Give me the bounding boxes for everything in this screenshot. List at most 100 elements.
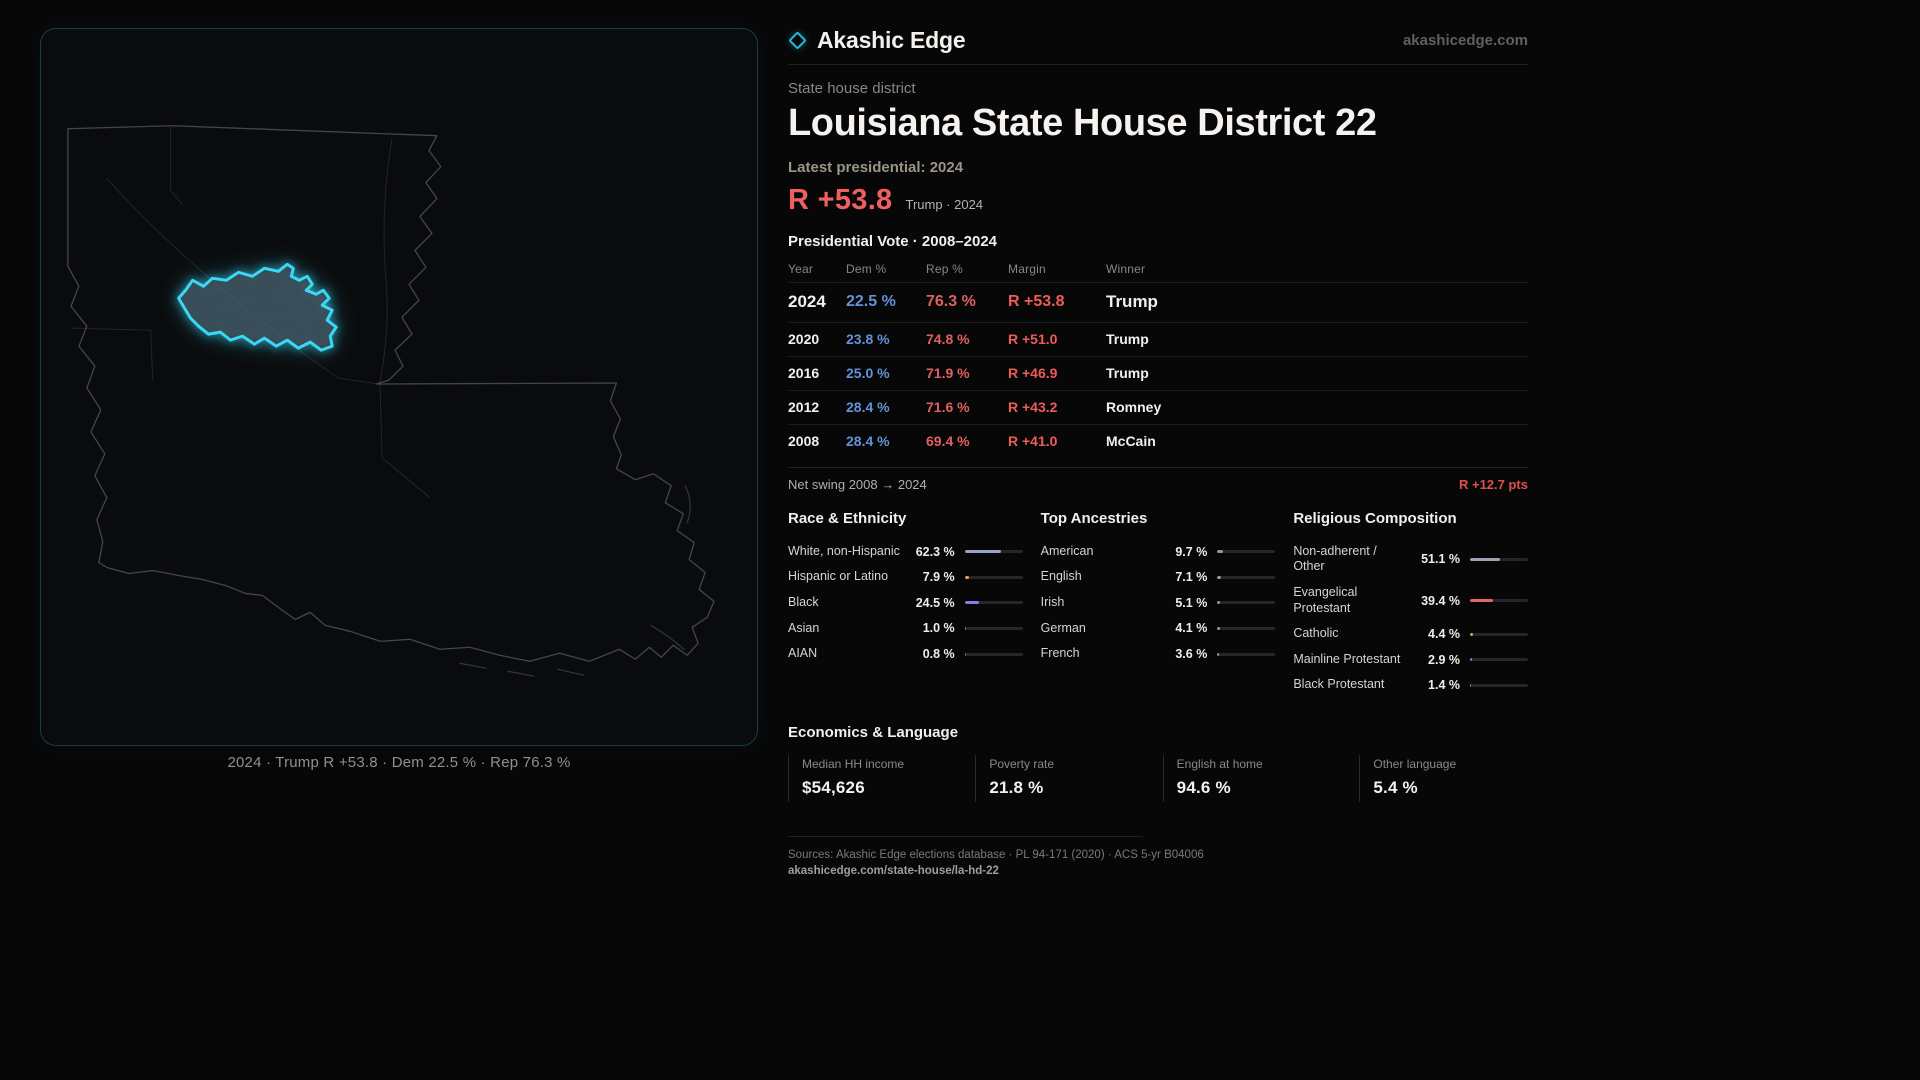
latest-presidential-label: Latest presidential: 2024 [788, 158, 964, 176]
col-rep: Rep % [926, 261, 964, 276]
cell-winner: Trump [1106, 365, 1149, 382]
demo-bar-fill [1217, 652, 1220, 656]
stat-other-language: Other language 5.4 % [1359, 755, 1528, 803]
headline-margin: R +53.8 [788, 183, 893, 216]
demo-bar-fill [1470, 632, 1473, 636]
demo-value: 5.1 % [1175, 595, 1208, 610]
demo-label: Evangelical Protestant [1293, 584, 1358, 615]
stat-label: Poverty rate [989, 757, 1055, 772]
demo-row: Mainline Protestant 2.9 % [1293, 647, 1528, 673]
demo-value: 24.5 % [915, 595, 955, 610]
cell-dem: 23.8 % [846, 331, 890, 348]
demo-label: Black Protestant [1293, 677, 1385, 692]
demo-label: American [1040, 543, 1094, 558]
demo-label: German [1040, 620, 1086, 635]
sources-line: Sources: Akashic Edge elections database… [788, 849, 1204, 862]
demo-bar [964, 575, 1023, 579]
ouachita-line [379, 138, 393, 383]
demo-bar [1217, 601, 1276, 605]
demo-label: French [1040, 646, 1080, 661]
barrier-islands [459, 662, 585, 677]
cell-winner: Trump [1106, 331, 1149, 348]
col-margin: Margin [1008, 261, 1046, 276]
demo-row: AIAN 0.8 % [788, 641, 1023, 667]
cell-dem: 28.4 % [846, 399, 890, 416]
delta-channel [650, 624, 685, 650]
cell-year: 2012 [788, 399, 820, 416]
demo-value: 62.3 % [915, 544, 955, 559]
col-dem: Dem % [846, 261, 887, 276]
demo-label: White, non-Hispanic [788, 543, 900, 558]
demo-value: 7.9 % [922, 570, 955, 585]
diamond-logo-icon [788, 30, 807, 50]
demographics: Race & Ethnicity White, non-Hispanic 62.… [788, 510, 1528, 698]
demo-row: Black 24.5 % [788, 590, 1023, 616]
cell-margin: R +51.0 [1008, 331, 1058, 348]
demo-section-race: Race & Ethnicity White, non-Hispanic 62.… [788, 510, 1023, 698]
demo-row: French 3.6 % [1041, 641, 1276, 667]
parish-line-3 [379, 383, 431, 499]
demo-row: Catholic 4.4 % [1293, 621, 1528, 647]
demo-bar-fill [1217, 601, 1221, 605]
demo-bar [964, 626, 1023, 630]
demo-bar [1470, 599, 1528, 603]
headline-margin-block: R +53.8 Trump · 2024 [788, 184, 1528, 217]
demo-bar-fill [964, 626, 966, 630]
table-row: 2008 28.4 % 69.4 % R +41.0 McCain [788, 423, 1528, 458]
demo-section-religion: Religious Composition Non-adherent / Oth… [1293, 510, 1528, 698]
demo-bar [1217, 652, 1276, 656]
demo-bar [1470, 658, 1528, 662]
cell-winner: Trump [1106, 292, 1158, 312]
demo-label: Irish [1040, 594, 1065, 609]
cell-dem: 25.0 % [846, 365, 890, 382]
district-category: State house district [788, 80, 916, 97]
section-title: Religious Composition [1293, 509, 1457, 527]
permalink[interactable]: akashicedge.com/state-house/la-hd-22 [788, 865, 999, 878]
district-map-panel [40, 28, 758, 746]
demo-bar-fill [1470, 683, 1471, 687]
net-swing-label: Net swing 2008 → 2024 [788, 476, 927, 492]
red-river-line [106, 178, 379, 385]
table-row: 2020 23.8 % 74.8 % R +51.0 Trump [788, 321, 1528, 356]
table-row: 2024 22.5 % 76.3 % R +53.8 Trump [788, 281, 1528, 322]
demo-bar [964, 601, 1023, 605]
header: Akashic Edge akashicedge.com [788, 24, 1528, 56]
demo-value: 51.1 % [1421, 552, 1460, 567]
district-report: Akashic Edge akashicedge.com State house… [788, 24, 1528, 877]
demo-bar-fill [1470, 658, 1472, 662]
page-title: Louisiana State House District 22 [788, 102, 1377, 144]
demo-label: Catholic [1293, 626, 1339, 641]
demo-row: German 4.1 % [1041, 616, 1276, 642]
demo-bar-fill [1470, 599, 1493, 603]
presidential-vote-table: Year Dem % Rep % Margin Winner 2024 22.5… [788, 256, 1528, 458]
parish-line [170, 126, 183, 205]
chandeleur-islands [684, 485, 691, 524]
district-shape[interactable] [177, 262, 338, 352]
stat-value: 5.4 % [1373, 778, 1418, 798]
demo-label: Hispanic or Latino [788, 569, 889, 584]
footer-divider [788, 836, 1144, 838]
demo-bar [1217, 626, 1276, 630]
demo-bar [1470, 557, 1528, 561]
demo-row: White, non-Hispanic 62.3 % [788, 539, 1023, 565]
demo-bar-fill [964, 550, 1001, 553]
demo-bar [964, 652, 1023, 656]
cell-dem: 28.4 % [846, 433, 890, 450]
stat-value: 94.6 % [1176, 778, 1231, 798]
cell-margin: R +53.8 [1008, 293, 1065, 311]
demo-value: 3.6 % [1175, 647, 1208, 661]
cell-rep: 76.3 % [926, 293, 976, 311]
stat-poverty-rate: Poverty rate 21.8 % [975, 755, 1162, 803]
col-winner: Winner [1106, 261, 1146, 276]
brand-name: Akashic Edge [817, 26, 966, 53]
demo-value: 4.4 % [1428, 627, 1460, 641]
cell-winner: McCain [1106, 433, 1156, 450]
louisiana-map [67, 125, 715, 677]
cell-year: 2020 [788, 331, 820, 348]
parish-line-2 [70, 327, 154, 381]
demo-value: 1.0 % [922, 621, 955, 636]
section-title: Race & Ethnicity [788, 509, 907, 527]
brand: Akashic Edge [788, 26, 966, 54]
brand-domain-link[interactable]: akashicedge.com [1402, 31, 1528, 49]
cell-rep: 71.6 % [926, 399, 970, 416]
